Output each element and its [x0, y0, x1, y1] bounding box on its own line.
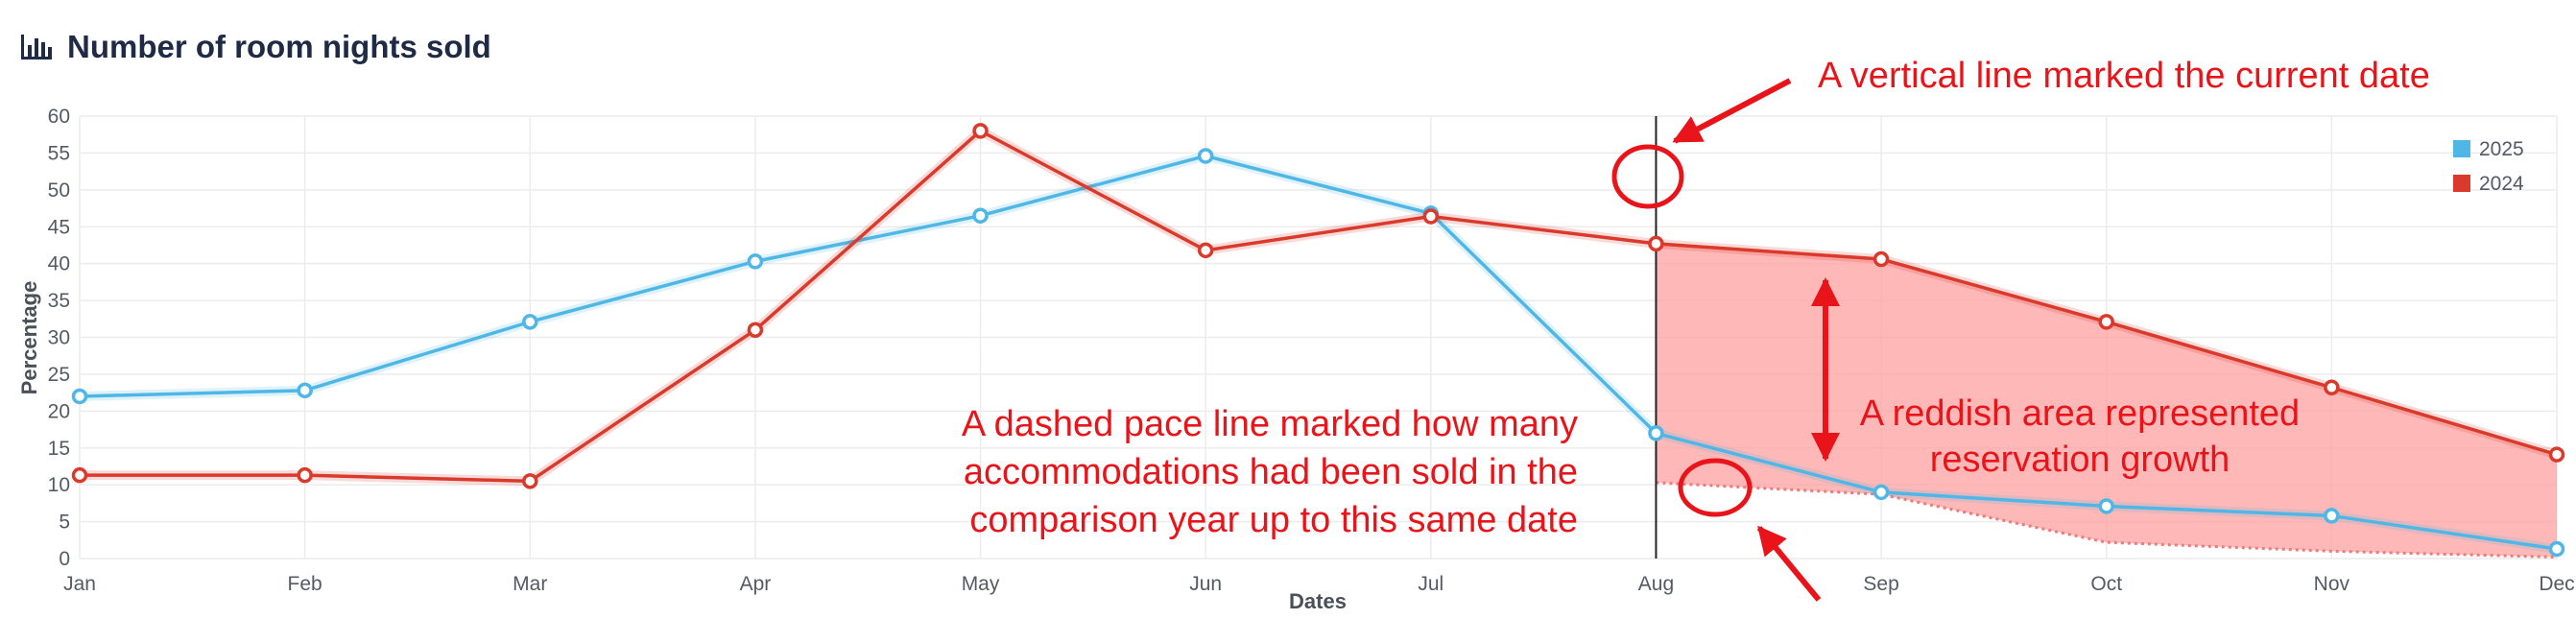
series-lines: [79, 116, 2559, 559]
data-point-2025: [71, 388, 88, 405]
data-point-2024: [522, 473, 538, 489]
data-point-2025: [1648, 425, 1664, 441]
legend-label-2025: 2025: [2479, 138, 2524, 160]
data-point-2025: [972, 207, 989, 224]
y-tick-label: 20: [48, 400, 70, 422]
annotation-circle-current-date: [1611, 144, 1684, 209]
x-tick-label: Jun: [1189, 573, 1222, 595]
annotation-arrow-current-date: [1672, 78, 1792, 144]
data-point-2024: [71, 466, 88, 484]
annotation-current-date-text: A vertical line marked the current date: [1818, 56, 2430, 96]
y-tick-label: 25: [48, 364, 70, 386]
data-point-2025: [2324, 508, 2340, 524]
data-point-2024: [1197, 242, 1214, 259]
legend: 2025 2024: [2453, 138, 2524, 195]
data-point-2025: [2098, 498, 2114, 514]
y-tick-label: 0: [59, 548, 70, 570]
chart-title: Number of room nights sold: [19, 23, 491, 71]
x-tick-label: Jul: [1418, 573, 1443, 595]
pace-line: [1656, 481, 2558, 559]
data-point-2024: [1648, 235, 1664, 252]
annotations: A vertical line marked the current date A…: [962, 56, 2430, 602]
annotation-growth-text: A reddish area represented: [1860, 393, 2300, 434]
x-tick-label: Nov: [2314, 573, 2350, 595]
legend-swatch-2025: [2453, 140, 2470, 157]
y-tick-label: 5: [59, 512, 70, 534]
x-tick-label: Oct: [2090, 573, 2122, 595]
x-tick-label: Feb: [288, 573, 322, 595]
data-point-2024: [2324, 379, 2340, 395]
annotation-circle-pace-line: [1678, 458, 1753, 517]
data-point-2024: [297, 466, 313, 484]
data-point-2024: [1872, 250, 1890, 268]
bar-chart-icon: [21, 35, 52, 60]
annotation-growth-text: reservation growth: [1930, 440, 2230, 480]
y-tick-label: 50: [48, 179, 70, 202]
y-axis-title: Percentage: [17, 281, 41, 395]
y-tick-label: 30: [48, 327, 70, 349]
y-tick-label: 60: [48, 106, 70, 128]
data-point-2024: [2098, 314, 2114, 330]
data-point-2024: [747, 322, 764, 339]
x-tick-label: Apr: [740, 573, 772, 595]
x-tick-label: Dec: [2539, 573, 2574, 595]
x-tick-label: Sep: [1863, 573, 1898, 595]
legend-label-2024: 2024: [2479, 173, 2524, 195]
y-tick-label: 35: [48, 290, 70, 312]
data-point-2025: [1197, 148, 1214, 164]
chart-grid: [79, 115, 2558, 560]
y-tick-label: 40: [48, 253, 70, 275]
y-tick-label: 45: [48, 216, 70, 238]
y-tick-label: 15: [48, 438, 70, 460]
data-point-2025: [747, 253, 764, 270]
data-point-2025: [522, 314, 538, 330]
x-tick-label: Mar: [513, 573, 547, 595]
data-point-2025: [2548, 540, 2565, 558]
data-point-2025: [1872, 484, 1890, 501]
data-point-2024: [972, 123, 989, 139]
chart-title-text: Number of room nights sold: [67, 29, 491, 64]
series-line-2025: [79, 154, 2558, 551]
annotation-arrow-pace-line: [1756, 525, 1822, 602]
series-line-2024: [80, 129, 2558, 484]
growth-area-fill: [1656, 243, 2557, 558]
y-tick-label: 55: [48, 142, 70, 164]
x-tick-label: Jan: [63, 573, 96, 595]
annotation-pace-line-text: A dashed pace line marked how many: [962, 404, 1578, 444]
y-tick-label: 10: [48, 474, 70, 496]
series-points: [71, 123, 2565, 558]
growth-area: [1656, 243, 2557, 558]
x-tick-label: May: [962, 573, 1000, 595]
data-point-2024: [2548, 446, 2565, 463]
data-point-2024: [1422, 208, 1440, 225]
x-tick-label: Aug: [1638, 573, 1674, 595]
annotation-pace-line-text: accommodations had been sold in the: [964, 452, 1578, 492]
data-point-2025: [297, 382, 313, 399]
legend-swatch-2024: [2453, 175, 2470, 192]
annotation-pace-line-text: comparison year up to this same date: [969, 500, 1578, 540]
x-axis-title: Dates: [1289, 589, 1347, 613]
